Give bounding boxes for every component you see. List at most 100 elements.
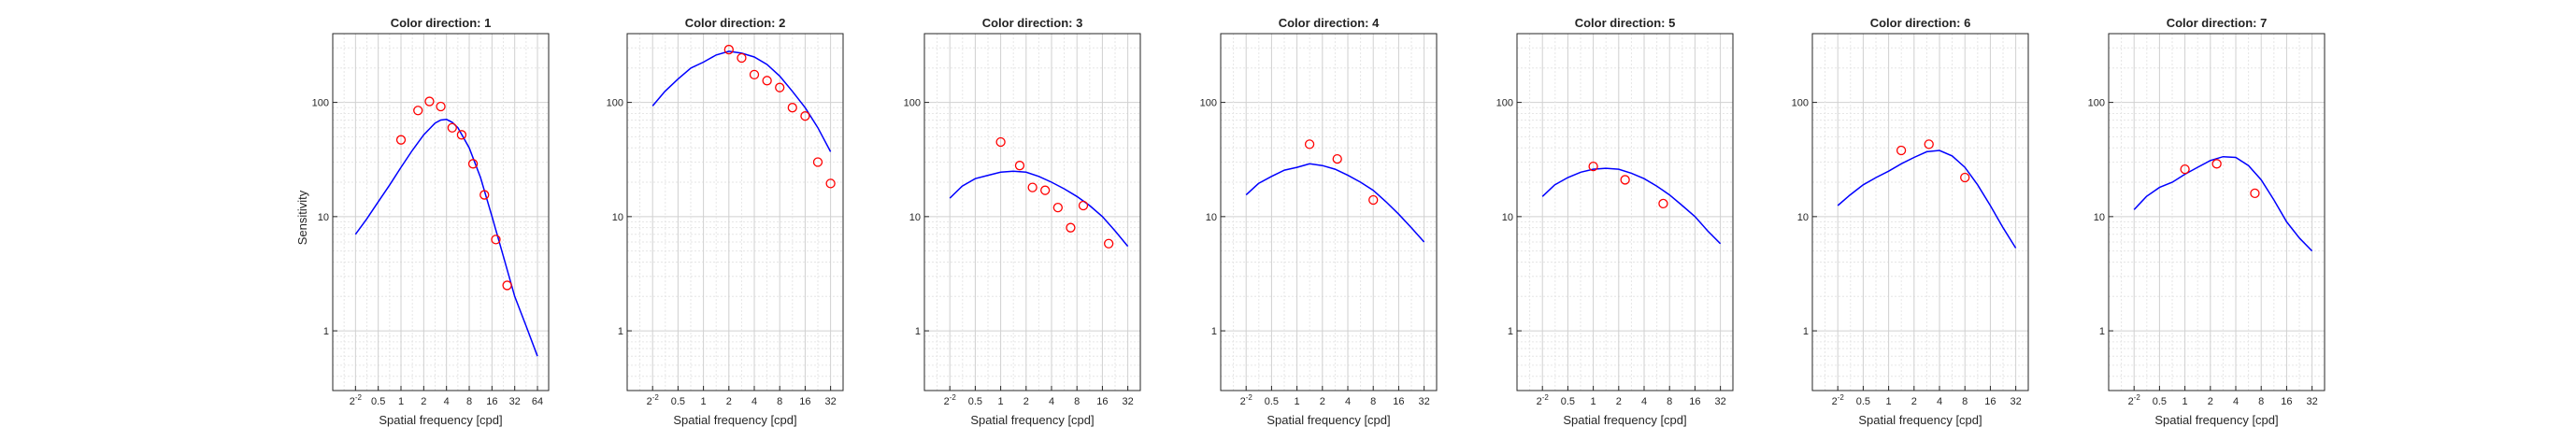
x-tick-label: 2 — [421, 396, 426, 407]
chart-panel-1: 1 10 100 2-2 0.5 1 2 4 8 16 32 64 Color direction: 1… — [312, 16, 550, 427]
data-point — [1620, 175, 1630, 185]
data-point — [723, 44, 734, 55]
x-tick-label: 32 — [1122, 396, 1133, 407]
y-tick-label: 10 — [1797, 212, 1809, 223]
x-tick-label: 8 — [1667, 396, 1672, 407]
x-tick-label: 64 — [532, 396, 543, 407]
y-tick-label: 1 — [618, 326, 623, 337]
x-tick-label: 32 — [1714, 396, 1725, 407]
model-curve — [354, 119, 538, 357]
y-tick-label: 1 — [323, 326, 329, 337]
axes-box — [626, 33, 844, 391]
y-axis-label: Sensitivity — [295, 190, 309, 245]
axes-box — [1811, 33, 2029, 391]
x-tick-label: 1 — [1295, 396, 1300, 407]
x-tick-label: 0.5 — [1856, 396, 1870, 407]
x-tick-label: 16 — [1393, 396, 1404, 407]
data-point — [491, 235, 501, 245]
chart-panel-5: 1 10 100 2-2 0.5 1 2 4 8 16 32 Color direction: 5 Sp… — [1496, 16, 1734, 427]
model-curve — [949, 170, 1129, 248]
x-tick-label: 1 — [2182, 396, 2188, 407]
data-point — [395, 135, 407, 145]
y-tick-label: 10 — [1206, 212, 1217, 223]
x-tick-label: 8 — [466, 396, 472, 407]
x-tick-label: 8 — [777, 396, 782, 407]
x-tick-label: 2 — [1911, 396, 1917, 407]
x-tick-label: 2-2 — [2128, 393, 2141, 407]
data-point — [413, 106, 423, 116]
model-curve — [2133, 155, 2313, 252]
data-point — [1040, 185, 1051, 195]
x-tick-label: 2 — [726, 396, 732, 407]
x-tick-label: 2 — [1023, 396, 1029, 407]
data-point — [1027, 182, 1038, 192]
model-curve — [1541, 167, 1722, 245]
chart-panel-3: 1 10 100 2-2 0.5 1 2 4 8 16 32 Color direction: 3 Sp… — [904, 16, 1141, 427]
y-tick-label: 100 — [607, 98, 623, 109]
x-tick-label: 8 — [1962, 396, 1968, 407]
axes-box — [2108, 33, 2326, 391]
x-tick-label: 1 — [701, 396, 707, 407]
x-axis-label: Spatial frequency [cpd] — [379, 413, 502, 427]
axes-box — [1220, 33, 1438, 391]
y-tick-label: 1 — [2099, 326, 2105, 337]
data-point — [1104, 238, 1114, 249]
x-tick-label: 2-2 — [944, 393, 957, 407]
chart-title: Color direction: 7 — [2167, 16, 2268, 30]
x-tick-label: 16 — [1984, 396, 1996, 407]
data-point — [1924, 139, 1934, 149]
x-tick-label: 1 — [1886, 396, 1892, 407]
chart-title: Color direction: 4 — [1279, 16, 1380, 30]
y-tick-label: 100 — [2088, 98, 2105, 109]
data-point — [800, 111, 810, 121]
data-point — [1896, 145, 1907, 156]
x-tick-label: 32 — [1418, 396, 1429, 407]
data-point — [479, 190, 490, 200]
x-axis-label: Spatial frequency [cpd] — [1267, 413, 1390, 427]
x-tick-label: 2 — [2208, 396, 2213, 407]
x-tick-label: 16 — [1096, 396, 1108, 407]
x-tick-label: 32 — [509, 396, 521, 407]
model-curve — [1245, 163, 1425, 243]
y-tick-label: 10 — [612, 212, 623, 223]
x-tick-label: 0.5 — [968, 396, 982, 407]
data-point — [737, 52, 747, 64]
x-axis-label: Spatial frequency [cpd] — [970, 413, 1094, 427]
x-tick-label: 16 — [799, 396, 810, 407]
x-tick-label: 1 — [1591, 396, 1596, 407]
chart-title: Color direction: 6 — [1870, 16, 1971, 30]
data-point — [436, 101, 446, 112]
y-tick-label: 100 — [1792, 98, 1809, 109]
x-tick-label: 16 — [1689, 396, 1700, 407]
data-point — [1658, 198, 1668, 209]
x-tick-label: 0.5 — [2153, 396, 2167, 407]
y-tick-label: 100 — [312, 98, 329, 109]
chart-panel-7: 1 10 100 2-2 0.5 1 2 4 8 16 32 Color direction: 7 Sp… — [2088, 16, 2326, 427]
x-tick-label: 4 — [1345, 396, 1351, 407]
axes-box — [332, 33, 550, 391]
x-tick-label: 2-2 — [1832, 393, 1845, 407]
model-curve — [1837, 149, 2017, 249]
chart-title: Color direction: 3 — [982, 16, 1083, 30]
chart-title: Color direction: 5 — [1575, 16, 1676, 30]
x-tick-label: 1 — [398, 396, 404, 407]
y-tick-label: 1 — [915, 326, 921, 337]
data-point — [1368, 194, 1379, 206]
x-axis-label: Spatial frequency [cpd] — [673, 413, 796, 427]
x-tick-label: 4 — [1049, 396, 1054, 407]
y-tick-label: 100 — [1496, 98, 1513, 109]
chart-title: Color direction: 2 — [685, 16, 786, 30]
chart-title: Color direction: 1 — [391, 16, 492, 30]
y-tick-label: 100 — [1200, 98, 1217, 109]
axes-box — [1516, 33, 1734, 391]
data-point — [762, 76, 772, 86]
x-tick-label: 32 — [2306, 396, 2317, 407]
data-point — [995, 136, 1006, 148]
data-point — [825, 178, 836, 189]
data-point — [812, 157, 823, 167]
x-tick-label: 2-2 — [647, 393, 660, 407]
x-tick-label: 2-2 — [1537, 393, 1550, 407]
x-tick-label: 2-2 — [1240, 393, 1253, 407]
x-tick-label: 2-2 — [350, 393, 363, 407]
data-point — [775, 82, 785, 92]
